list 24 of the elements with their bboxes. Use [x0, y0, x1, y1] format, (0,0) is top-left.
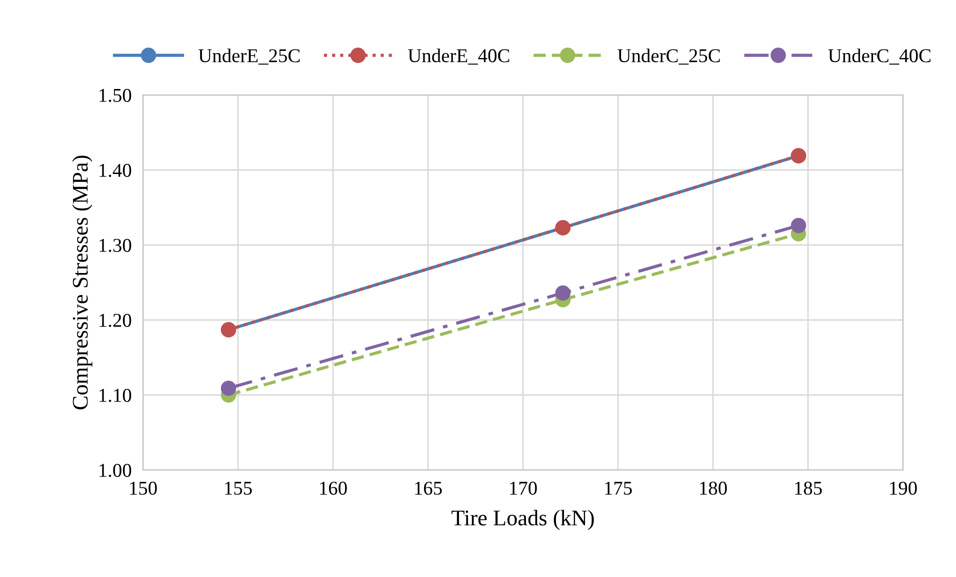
x-tick-label: 185: [795, 482, 822, 495]
x-tick-label: 165: [415, 482, 442, 495]
x-tick-label: 155: [225, 482, 252, 495]
x-tick-label: 160: [320, 482, 347, 495]
legend-label: UnderC_40C: [828, 48, 930, 65]
x-tick-label: 180: [700, 482, 727, 495]
point: [790, 218, 806, 234]
y-tick-label: 1.10: [100, 388, 132, 402]
x-tick-label: 190: [890, 482, 917, 495]
y-tick-label: 1.30: [100, 238, 132, 252]
y-tick-label: 1.20: [100, 314, 132, 328]
legend-label: UnderE_40C: [408, 48, 510, 65]
x-tick-label: 170: [510, 482, 537, 495]
x-axis-title: Tire Loads (kN): [452, 510, 594, 530]
y-tick-label: 1.00: [100, 464, 132, 478]
y-tick-label: 1.40: [100, 164, 132, 178]
y-tick-label: 1.50: [100, 88, 132, 102]
legend-label: UnderC_25C: [618, 48, 720, 65]
y-axis-title: Compressive Stresses (MPa): [72, 156, 92, 410]
point: [220, 380, 236, 396]
x-tick-label: 150: [130, 482, 157, 495]
point: [555, 285, 571, 301]
legend-label: UnderE_25C: [198, 48, 300, 65]
x-tick-label: 175: [605, 482, 632, 495]
